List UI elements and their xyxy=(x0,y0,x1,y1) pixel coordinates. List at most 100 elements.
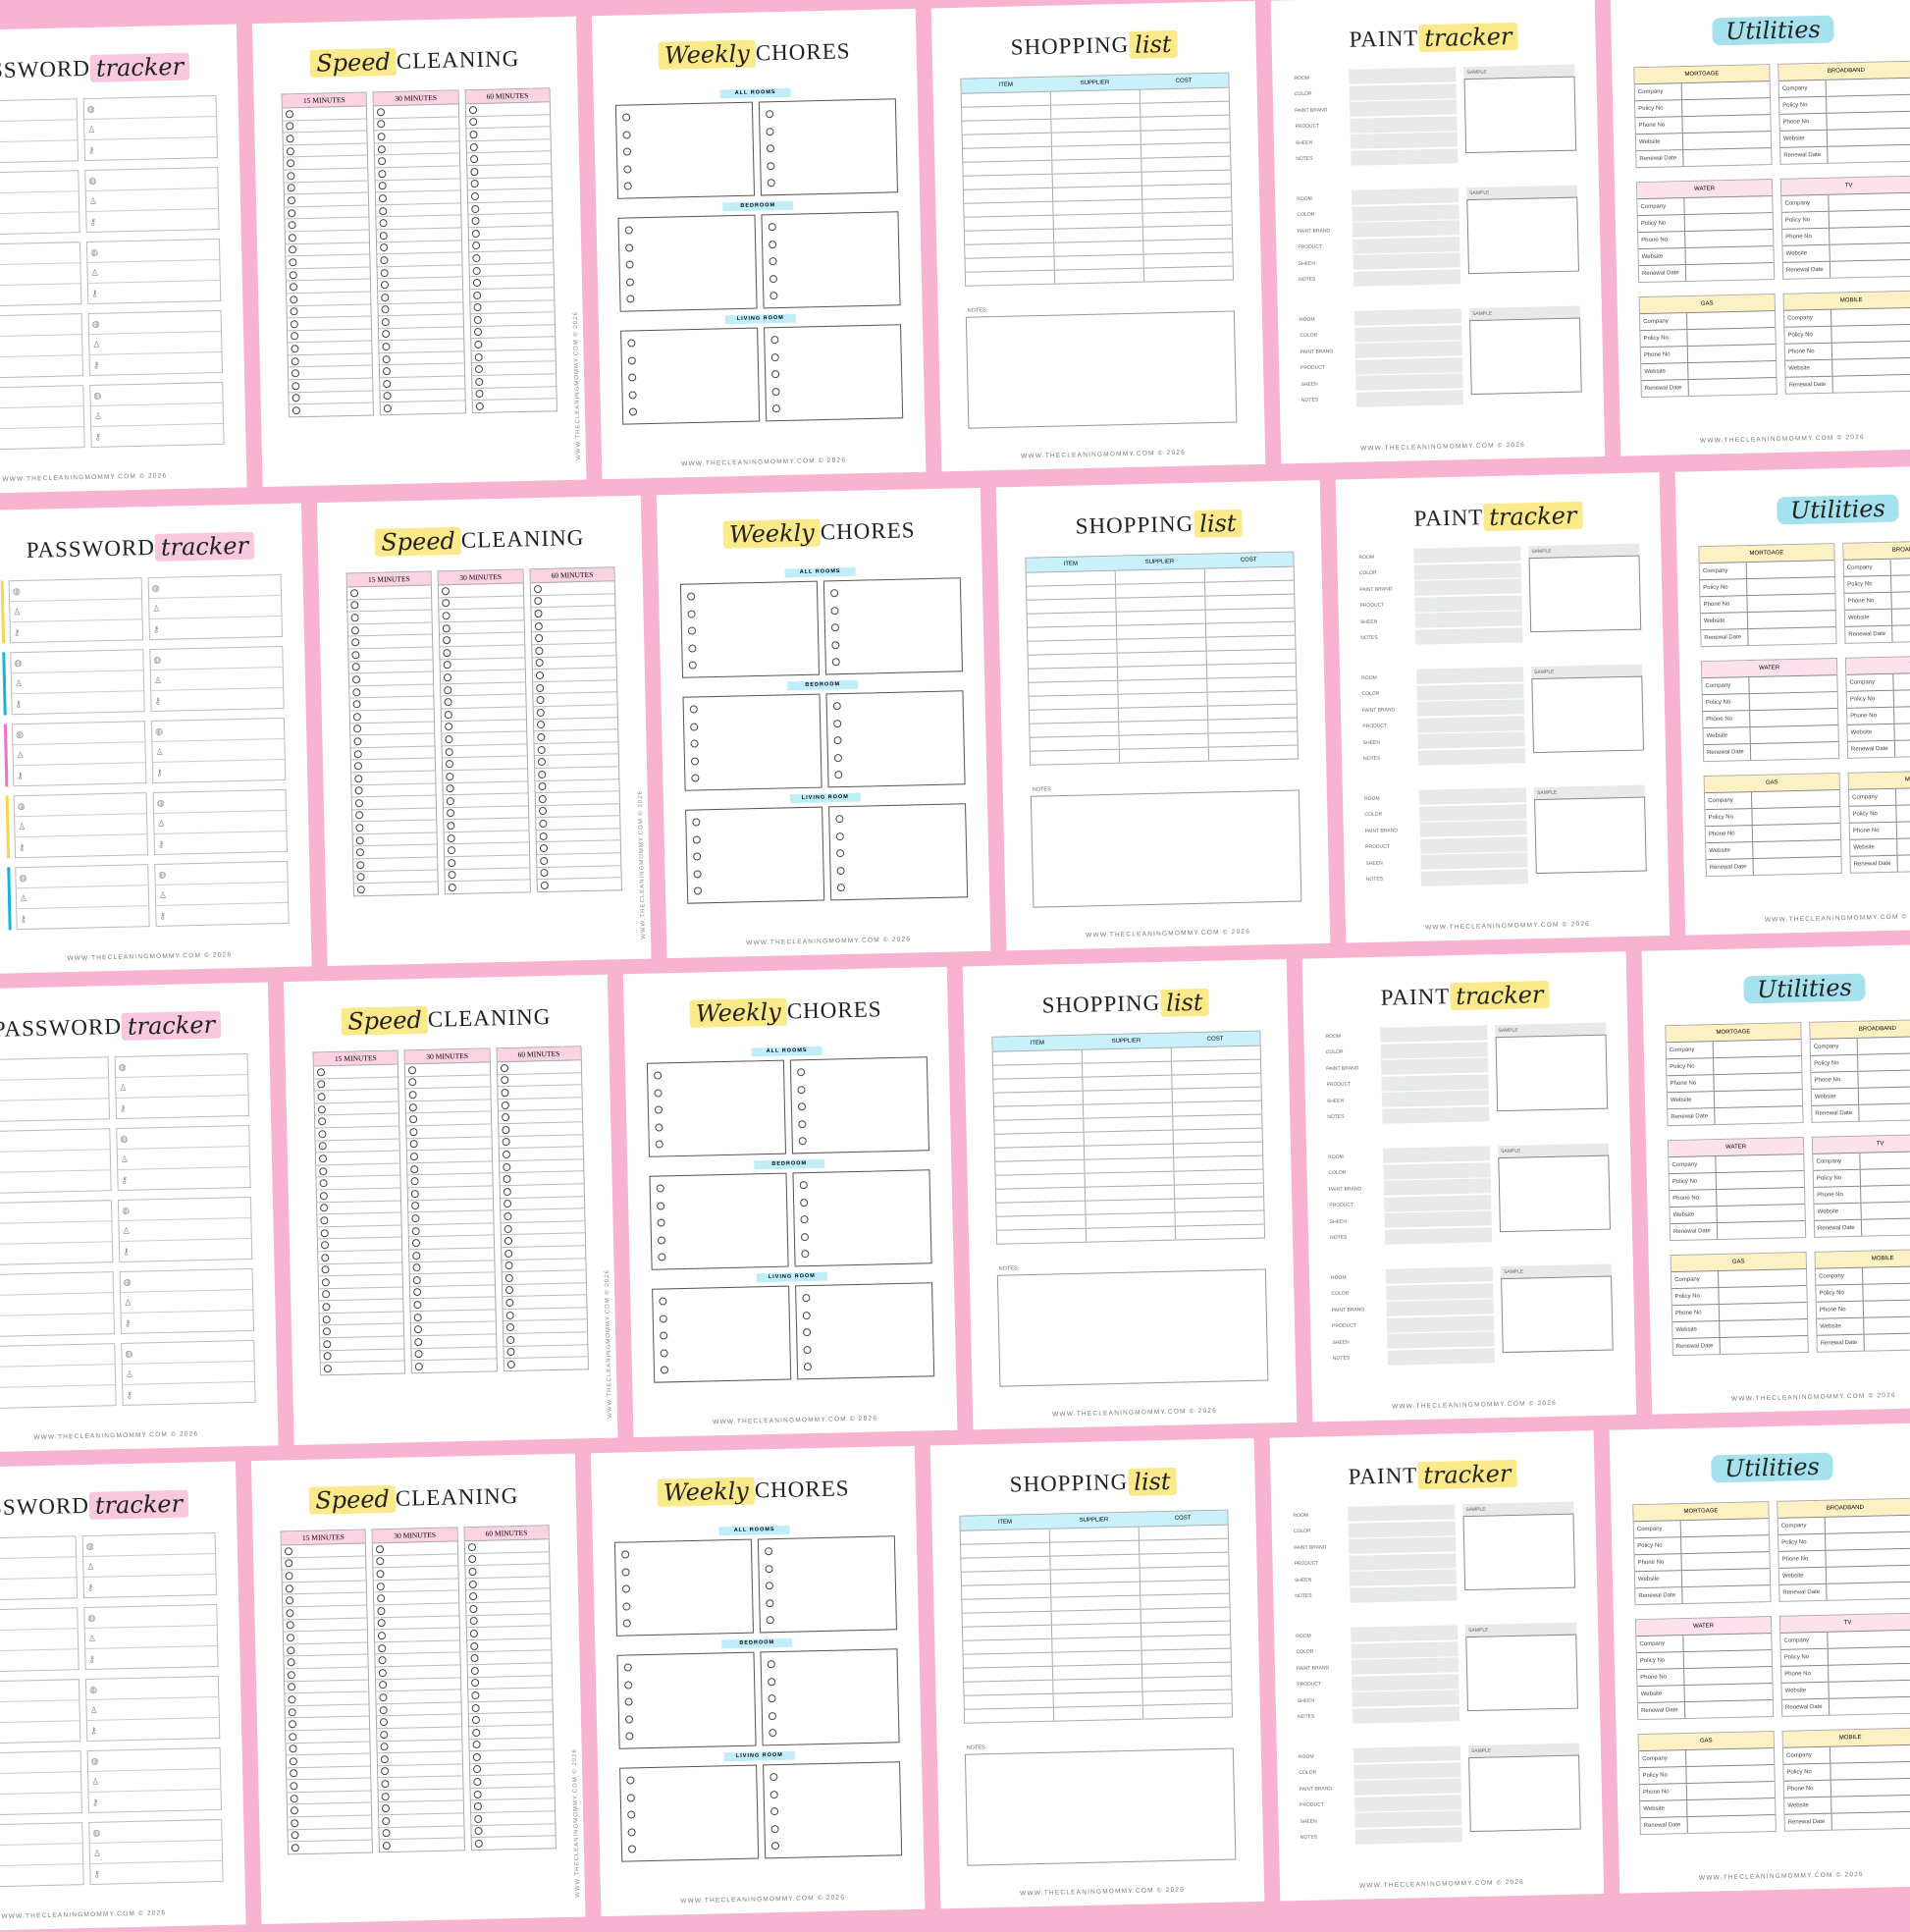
checkbox-circle-icon[interactable] xyxy=(501,1076,508,1084)
checkbox-circle-icon[interactable] xyxy=(290,1757,297,1765)
password-field[interactable]: ⚷ xyxy=(151,687,283,711)
password-field[interactable]: ♙ xyxy=(154,810,286,833)
checkbox-circle-icon[interactable] xyxy=(834,754,842,762)
checkbox-circle-icon[interactable] xyxy=(290,295,297,303)
checkbox-circle-icon[interactable] xyxy=(378,120,386,128)
field-input[interactable] xyxy=(1353,1690,1459,1706)
checkbox-circle-icon[interactable] xyxy=(471,1703,479,1711)
checkbox-circle-icon[interactable] xyxy=(382,1780,390,1788)
field-input[interactable] xyxy=(1353,1745,1460,1762)
checkbox-circle-icon[interactable] xyxy=(351,638,359,646)
checkbox-circle-icon[interactable] xyxy=(446,760,453,768)
checkbox-circle-icon[interactable] xyxy=(771,353,779,361)
checkbox-circle-icon[interactable] xyxy=(383,355,391,363)
field-input[interactable] xyxy=(1350,116,1457,133)
checkbox-circle-icon[interactable] xyxy=(798,1102,806,1110)
checkbox-circle-icon[interactable] xyxy=(831,641,839,649)
checkbox-circle-icon[interactable] xyxy=(379,182,387,189)
password-field[interactable]: ⚷ xyxy=(91,423,223,447)
password-field[interactable]: ⚷ xyxy=(0,354,82,378)
checkbox-circle-icon[interactable] xyxy=(539,832,547,840)
checkbox-circle-icon[interactable] xyxy=(831,623,839,631)
checkbox-circle-icon[interactable] xyxy=(285,1572,292,1580)
field-input[interactable] xyxy=(1417,716,1524,732)
password-field[interactable]: ⚷ xyxy=(156,902,288,926)
checkbox-circle-icon[interactable] xyxy=(292,1844,299,1852)
checkbox-circle-icon[interactable] xyxy=(658,1253,665,1261)
password-field[interactable]: ♙ xyxy=(85,1625,217,1648)
password-field[interactable]: ⚷ xyxy=(117,1095,248,1118)
checkbox-circle-icon[interactable] xyxy=(472,1741,480,1748)
checkbox-circle-icon[interactable] xyxy=(355,824,363,832)
checkbox-circle-icon[interactable] xyxy=(322,1291,330,1299)
field-input[interactable] xyxy=(1414,578,1521,595)
checkbox-circle-icon[interactable] xyxy=(356,861,364,869)
field-input[interactable] xyxy=(1351,132,1458,148)
checkbox-circle-icon[interactable] xyxy=(409,1115,417,1123)
checkbox-circle-icon[interactable] xyxy=(409,1078,417,1086)
checkbox-circle-icon[interactable] xyxy=(469,1592,477,1600)
checkbox-circle-icon[interactable] xyxy=(318,1117,326,1125)
checkbox-circle-icon[interactable] xyxy=(352,700,360,708)
checkbox-circle-icon[interactable] xyxy=(768,179,775,187)
checkbox-circle-icon[interactable] xyxy=(471,217,479,225)
password-field[interactable]: ♙ xyxy=(89,331,221,354)
checkbox-circle-icon[interactable] xyxy=(623,165,631,173)
checkbox-circle-icon[interactable] xyxy=(769,223,776,231)
checkbox-circle-icon[interactable] xyxy=(289,1744,296,1752)
checkbox-circle-icon[interactable] xyxy=(833,736,841,744)
checkbox-circle-icon[interactable] xyxy=(625,1715,633,1723)
field-input[interactable] xyxy=(1355,357,1462,374)
checkbox-circle-icon[interactable] xyxy=(472,266,480,274)
checkbox-circle-icon[interactable] xyxy=(770,1807,778,1815)
password-field[interactable]: ⚷ xyxy=(120,1238,251,1261)
checkbox-circle-icon[interactable] xyxy=(830,589,838,597)
field-input[interactable] xyxy=(1353,269,1460,286)
checkbox-circle-icon[interactable] xyxy=(470,155,478,163)
checkbox-circle-icon[interactable] xyxy=(383,1817,391,1825)
checkbox-circle-icon[interactable] xyxy=(356,836,364,844)
field-input[interactable] xyxy=(1351,148,1458,165)
checkbox-circle-icon[interactable] xyxy=(473,303,481,311)
checkbox-circle-icon[interactable] xyxy=(836,849,844,857)
password-field[interactable]: ⚷ xyxy=(0,1169,111,1193)
checkbox-circle-icon[interactable] xyxy=(539,820,547,828)
checkbox-circle-icon[interactable] xyxy=(628,356,636,364)
checkbox-circle-icon[interactable] xyxy=(766,1599,773,1607)
checkbox-circle-icon[interactable] xyxy=(350,614,358,621)
checkbox-circle-icon[interactable] xyxy=(384,404,392,412)
checkbox-circle-icon[interactable] xyxy=(766,1582,773,1589)
password-field[interactable]: ⚷ xyxy=(150,616,282,639)
field-input[interactable] xyxy=(1383,1146,1490,1162)
checkbox-circle-icon[interactable] xyxy=(655,1123,663,1131)
checkbox-circle-icon[interactable] xyxy=(383,1829,391,1837)
field-input[interactable] xyxy=(1387,1315,1494,1332)
field-input[interactable] xyxy=(1419,804,1526,821)
checkbox-circle-icon[interactable] xyxy=(802,1294,810,1302)
checkbox-circle-icon[interactable] xyxy=(443,624,451,632)
checkbox-circle-icon[interactable] xyxy=(472,254,480,262)
checkbox-circle-icon[interactable] xyxy=(474,328,482,336)
password-field[interactable]: ⚷ xyxy=(89,1789,221,1812)
password-field[interactable]: ⚷ xyxy=(12,690,143,714)
checkbox-circle-icon[interactable] xyxy=(501,1064,508,1072)
checkbox-circle-icon[interactable] xyxy=(380,1706,388,1714)
field-input[interactable] xyxy=(1385,1227,1492,1244)
field-input[interactable] xyxy=(1354,1810,1461,1827)
checkbox-circle-icon[interactable] xyxy=(286,134,293,142)
checkbox-circle-icon[interactable] xyxy=(377,1570,385,1578)
password-field[interactable]: ⚷ xyxy=(85,1645,217,1669)
notes-box[interactable] xyxy=(997,1269,1269,1387)
checkbox-circle-icon[interactable] xyxy=(657,1218,664,1226)
field-input[interactable] xyxy=(1350,99,1457,116)
checkbox-circle-icon[interactable] xyxy=(379,194,387,202)
checkbox-circle-icon[interactable] xyxy=(409,1091,417,1099)
checkbox-circle-icon[interactable] xyxy=(625,226,633,234)
checkbox-circle-icon[interactable] xyxy=(292,406,300,414)
checkbox-circle-icon[interactable] xyxy=(292,382,299,390)
checkbox-circle-icon[interactable] xyxy=(381,1755,389,1763)
checkbox-circle-icon[interactable] xyxy=(503,1163,510,1171)
checkbox-circle-icon[interactable] xyxy=(383,367,391,375)
field-input[interactable] xyxy=(1416,667,1523,683)
checkbox-circle-icon[interactable] xyxy=(290,1782,297,1790)
